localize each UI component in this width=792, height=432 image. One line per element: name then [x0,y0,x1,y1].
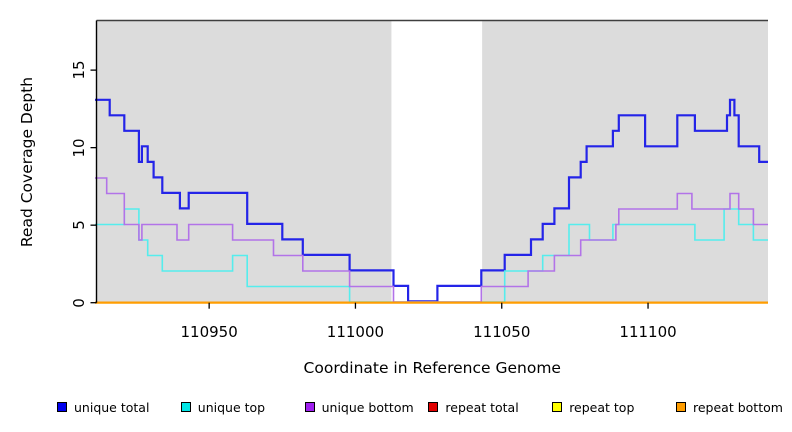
legend-item-unique-top: unique top [180,400,265,415]
x-tick-label-110950: 110950 [180,323,238,341]
y-axis-title: Read Coverage Depth [18,76,36,247]
legend-item-repeat-bottom: repeat bottom [676,400,783,415]
repeat-top-swatch-icon [552,402,563,412]
y-tick-label-15: 15 [70,60,88,80]
y-tick-label-0: 0 [70,297,88,308]
y-tick-label-5: 5 [70,220,88,230]
unique-total-swatch-icon [57,402,67,412]
x-tick-label-111000: 111000 [326,323,385,341]
shaded-region-1 [482,20,768,303]
repeat-bottom-swatch-icon [676,402,686,412]
legend-item-repeat-total: repeat total [428,400,519,415]
legend-item-unique-total: unique total [57,400,149,415]
unique-top-swatch-icon [180,402,191,412]
unique-total-series-line [95,98,768,303]
x-axis-title: Coordinate in Reference Genome [303,359,561,377]
x-tick-label-111050: 111050 [473,323,531,341]
repeat-total-swatch-icon [428,402,439,412]
legend-item-unique-bottom: unique bottom [304,400,414,415]
unique-top-series-line [95,208,768,303]
x-tick-label-111100: 111100 [619,323,677,341]
unique-bottom-swatch-icon [304,402,315,412]
y-tick-label-10: 10 [70,138,88,158]
legend-item-repeat-top: repeat top [552,400,634,415]
